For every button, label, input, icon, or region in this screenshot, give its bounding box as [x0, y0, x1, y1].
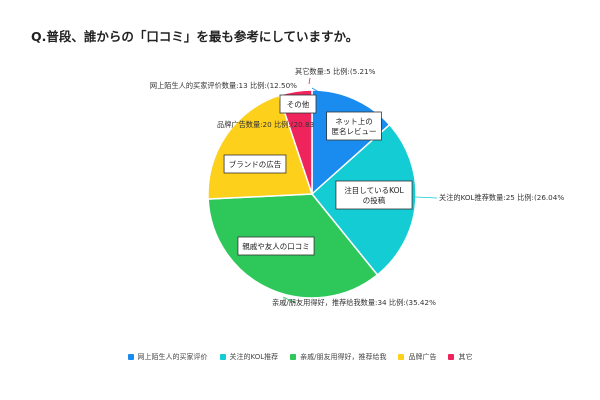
slice-outside-label: 其它数量:5 比例:(5.21% — [295, 67, 376, 76]
legend-swatch — [219, 354, 226, 360]
inside-label-text: その他 — [287, 99, 310, 109]
chart-title: Q.普段、誰からの「口コミ」を最も参考にしていますか。 — [31, 29, 359, 44]
legend-label: 品牌广告 — [408, 353, 437, 361]
inside-label-box — [223, 154, 287, 174]
legend-swatch — [398, 354, 405, 360]
legend-label: 关注的KOL推荐 — [229, 353, 279, 361]
inside-label-text: ブランドの広告 — [229, 159, 282, 169]
inside-label-text: 注目しているKOL — [344, 185, 404, 195]
leader-line — [308, 77, 311, 85]
slice-outside-label: 网上陌生人的买家评价数量:13 比例:(12.50% — [150, 81, 297, 90]
slice-inside-label: その他 — [279, 94, 317, 114]
legend-swatch — [290, 354, 297, 360]
inside-label-box — [279, 94, 317, 114]
inside-label-text: ネット上の — [335, 117, 373, 126]
legend-item[interactable]: 网上陌生人的买家评价 — [127, 352, 208, 362]
leader-line — [282, 296, 297, 304]
slice-outside-label: 品牌广告数量:20 比例:(20.83 — [217, 120, 314, 129]
legend-swatch — [127, 354, 134, 360]
legend-item[interactable]: 关注的KOL推荐 — [219, 352, 279, 362]
leader-line — [311, 87, 328, 98]
slice-inside-label: ブランドの広告 — [223, 154, 287, 174]
leader-line — [414, 196, 438, 199]
legend-item[interactable]: 其它 — [448, 352, 472, 362]
legend-swatch — [448, 354, 455, 360]
legend-label: 亲戚/朋友用得好，推荐给我 — [300, 353, 387, 361]
slice-inside-label: 親戚や友人の口コミ — [237, 236, 315, 256]
inside-label-box — [335, 180, 413, 210]
inside-label-text: の投稿 — [363, 195, 386, 205]
inside-label-text: 匿名レビュー — [332, 126, 377, 136]
legend-item[interactable]: 亲戚/朋友用得好，推荐给我 — [290, 352, 386, 362]
legend-label: 网上陌生人的买家评价 — [137, 353, 208, 361]
inside-label-box — [326, 111, 382, 141]
legend-label: 其它 — [458, 353, 473, 361]
pie-slice — [277, 89, 313, 195]
slice-outside-label: 亲戚/朋友用得好，推荐给我数量:34 比例:(35.42% — [272, 298, 436, 307]
inside-label-box — [237, 236, 315, 256]
legend-item[interactable]: 品牌广告 — [398, 352, 436, 362]
inside-label-text: 親戚や友人の口コミ — [242, 241, 310, 251]
chart-legend: 网上陌生人的买家评价 关注的KOL推荐 亲戚/朋友用得好，推荐给我 品牌广告 其它 — [0, 352, 600, 362]
slice-outside-label: 关注的KOL推荐数量:25 比例:(26.04% — [439, 193, 564, 202]
